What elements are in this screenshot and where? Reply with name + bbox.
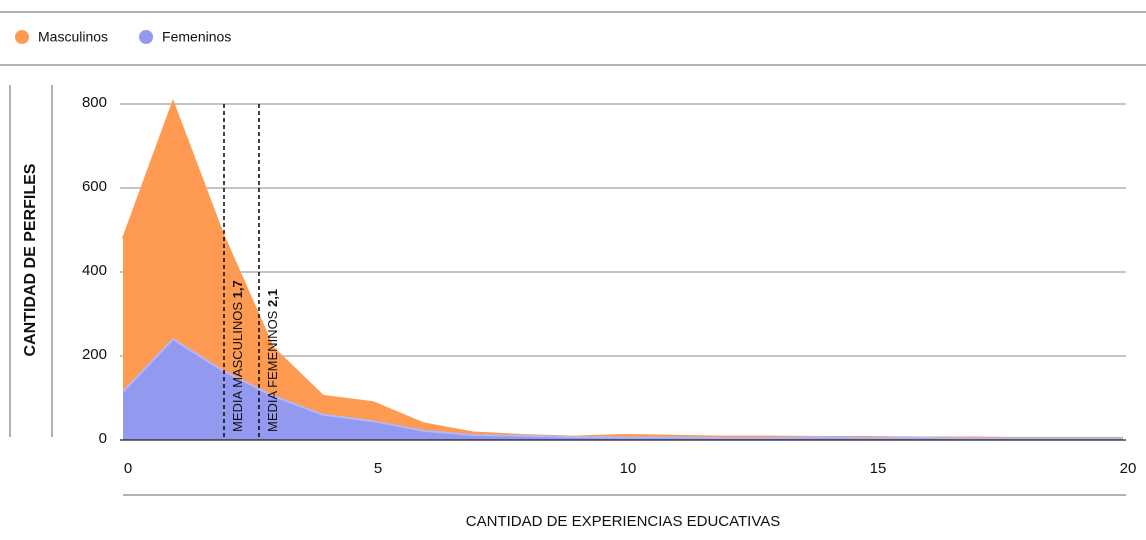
legend-swatch xyxy=(139,30,154,44)
x-axis-title: CANTIDAD DE EXPERIENCIAS EDUCATIVAS xyxy=(466,513,781,530)
mean-label: MEDIA FEMENINOS 2,1 xyxy=(265,289,280,432)
area-edge xyxy=(122,337,1123,440)
y-tick-label: 600 xyxy=(82,178,107,195)
x-tick-label: 15 xyxy=(870,460,887,477)
mean-label-text: MEDIA FEMENINOS xyxy=(265,307,280,432)
x-tick-label: 0 xyxy=(124,460,132,477)
mean-label: MEDIA MASCULINOS 1,7 xyxy=(230,280,245,432)
y-tick-label: 800 xyxy=(82,94,107,111)
mean-label-text: MEDIA MASCULINOS xyxy=(230,298,245,432)
y-tick-label: 400 xyxy=(82,262,107,279)
area xyxy=(123,339,1123,440)
x-tick-label: 10 xyxy=(620,460,637,477)
legend-swatch xyxy=(15,30,29,44)
y-tick-label: 200 xyxy=(82,346,107,363)
mean-label-value: 2,1 xyxy=(265,289,280,307)
mean-label-value: 1,7 xyxy=(230,280,245,298)
legend-label: Masculinos xyxy=(38,29,108,45)
legend-label: Femeninos xyxy=(162,29,231,45)
y-axis-title: CANTIDAD DE PERFILES xyxy=(22,163,39,356)
y-tick-label: 0 xyxy=(99,430,107,447)
x-tick-label: 5 xyxy=(374,460,382,477)
x-tick-label: 20 xyxy=(1120,460,1137,477)
